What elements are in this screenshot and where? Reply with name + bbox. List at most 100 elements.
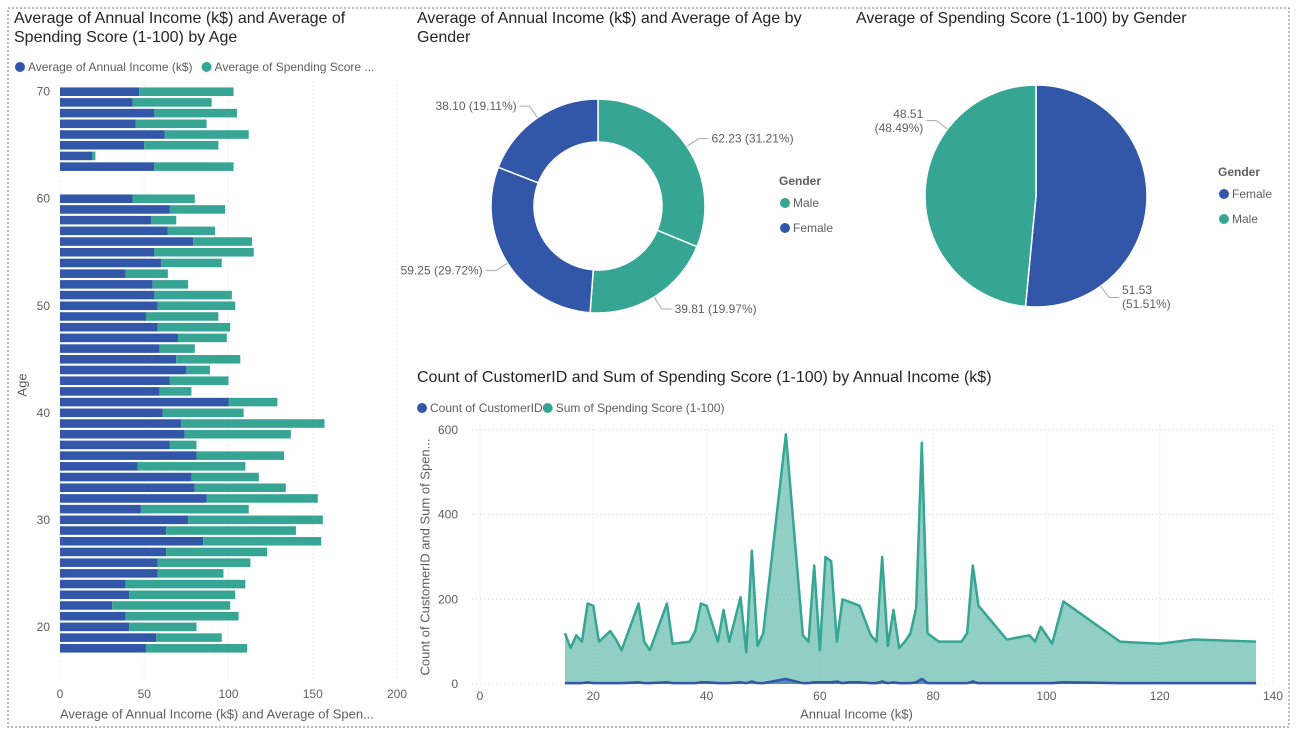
bar-segment bbox=[181, 419, 325, 428]
donut-slice bbox=[490, 166, 595, 314]
bar-segment bbox=[60, 269, 126, 278]
leader-line bbox=[653, 296, 672, 310]
bar-segment bbox=[60, 365, 187, 375]
bar-segment bbox=[60, 280, 153, 289]
leader-line bbox=[926, 120, 948, 130]
bar-segment bbox=[60, 547, 167, 557]
bar-segment bbox=[188, 515, 323, 525]
y-tick-label: 50 bbox=[37, 299, 51, 313]
bar-segment bbox=[60, 87, 140, 96]
bar-segment bbox=[60, 504, 141, 514]
bar-segment bbox=[60, 558, 158, 567]
bar-segment bbox=[169, 376, 229, 385]
bar-segment bbox=[166, 526, 296, 535]
legend-marker bbox=[780, 223, 790, 233]
legend-title: Gender bbox=[779, 174, 821, 188]
bar-segment bbox=[60, 140, 145, 150]
data-label: 62.23 (31.21%) bbox=[712, 132, 794, 146]
legend-marker bbox=[542, 403, 553, 413]
bar-segment bbox=[129, 590, 236, 600]
bar-segment bbox=[162, 408, 244, 418]
bar-segment bbox=[60, 419, 182, 428]
data-label: 39.81 (19.97%) bbox=[675, 302, 757, 316]
data-label: 48.51 (48.49%) bbox=[874, 106, 924, 135]
x-tick-label: 100 bbox=[1036, 689, 1056, 703]
bar-segment bbox=[60, 494, 207, 503]
y-tick-label: 600 bbox=[438, 423, 458, 437]
chart-title: Average of Annual Income (k$) and Averag… bbox=[14, 10, 346, 46]
bar-segment bbox=[194, 483, 286, 493]
bar-segment bbox=[157, 322, 231, 332]
bar-segment bbox=[132, 194, 195, 204]
bar-segment bbox=[139, 87, 234, 96]
bar-segment bbox=[60, 247, 155, 257]
bar-segment bbox=[60, 215, 151, 225]
bar-segment bbox=[60, 644, 146, 653]
x-tick-label: 60 bbox=[813, 689, 827, 703]
y-tick-label: 200 bbox=[438, 592, 458, 606]
bar-segment bbox=[125, 611, 239, 621]
bar-segment bbox=[169, 440, 197, 450]
bar-segment bbox=[60, 312, 146, 321]
chart-title: Average of Spending Score (1-100) by Gen… bbox=[856, 10, 1187, 27]
pie-slice bbox=[924, 84, 1037, 308]
bar-segment bbox=[60, 440, 170, 450]
legend-marker bbox=[417, 403, 427, 413]
bar-segment bbox=[60, 579, 126, 589]
donut-slice bbox=[497, 98, 599, 184]
x-tick-label: 40 bbox=[700, 689, 714, 703]
bar-segment bbox=[60, 130, 165, 139]
bar-segment bbox=[156, 633, 222, 642]
bar-segment bbox=[125, 579, 246, 589]
bar-segment bbox=[154, 162, 234, 171]
bar-segment bbox=[157, 558, 251, 567]
bar-segment bbox=[60, 536, 204, 546]
bar-segment bbox=[60, 633, 157, 642]
x-tick-label: 0 bbox=[477, 689, 484, 703]
bar-segment bbox=[60, 472, 192, 482]
bar-segment bbox=[145, 644, 248, 653]
bar-segment bbox=[112, 601, 231, 610]
bar-segment bbox=[60, 408, 163, 418]
bar-segment bbox=[154, 108, 237, 118]
bar-segment bbox=[169, 205, 226, 214]
bar-segment bbox=[60, 226, 168, 236]
bar-segment bbox=[140, 504, 249, 514]
y-tick-label: 40 bbox=[37, 406, 51, 420]
bar-segment bbox=[186, 365, 210, 375]
bar-segment bbox=[60, 429, 185, 439]
bar-segment bbox=[60, 376, 170, 385]
legend-marker bbox=[1219, 189, 1229, 199]
bar-segment bbox=[60, 258, 162, 268]
bar-segment bbox=[60, 451, 197, 460]
donut-slice bbox=[597, 98, 706, 248]
bar-segment bbox=[60, 344, 160, 353]
bar-segment bbox=[60, 622, 130, 632]
legend-label: Average of Spending Score ... bbox=[215, 60, 375, 74]
bar-segment bbox=[60, 194, 133, 204]
legend-label: Male bbox=[1232, 212, 1258, 226]
bar-segment bbox=[60, 205, 170, 214]
bar-segment bbox=[144, 140, 219, 150]
bar-segment bbox=[60, 151, 93, 161]
x-axis-title: Annual Income (k$) bbox=[800, 707, 913, 722]
pie-slice bbox=[1024, 84, 1148, 308]
bar-segment bbox=[60, 397, 229, 407]
legend-label: Count of CustomerID bbox=[430, 401, 543, 415]
bar-segment bbox=[60, 483, 195, 493]
legend-label: Male bbox=[793, 196, 819, 210]
chart-title: Average of Annual Income (k$) and Averag… bbox=[417, 10, 802, 46]
donut-slice bbox=[589, 229, 698, 314]
bar-segment bbox=[152, 280, 189, 289]
bar-segment bbox=[60, 119, 136, 129]
bar-segment bbox=[157, 301, 236, 311]
bar-segment bbox=[125, 269, 168, 278]
legend-marker bbox=[201, 62, 212, 72]
bar-segment bbox=[203, 536, 322, 546]
bar-segment bbox=[206, 494, 318, 503]
bar-segment bbox=[150, 215, 177, 225]
x-tick-label: 200 bbox=[387, 687, 407, 701]
bar-segment bbox=[164, 130, 249, 139]
